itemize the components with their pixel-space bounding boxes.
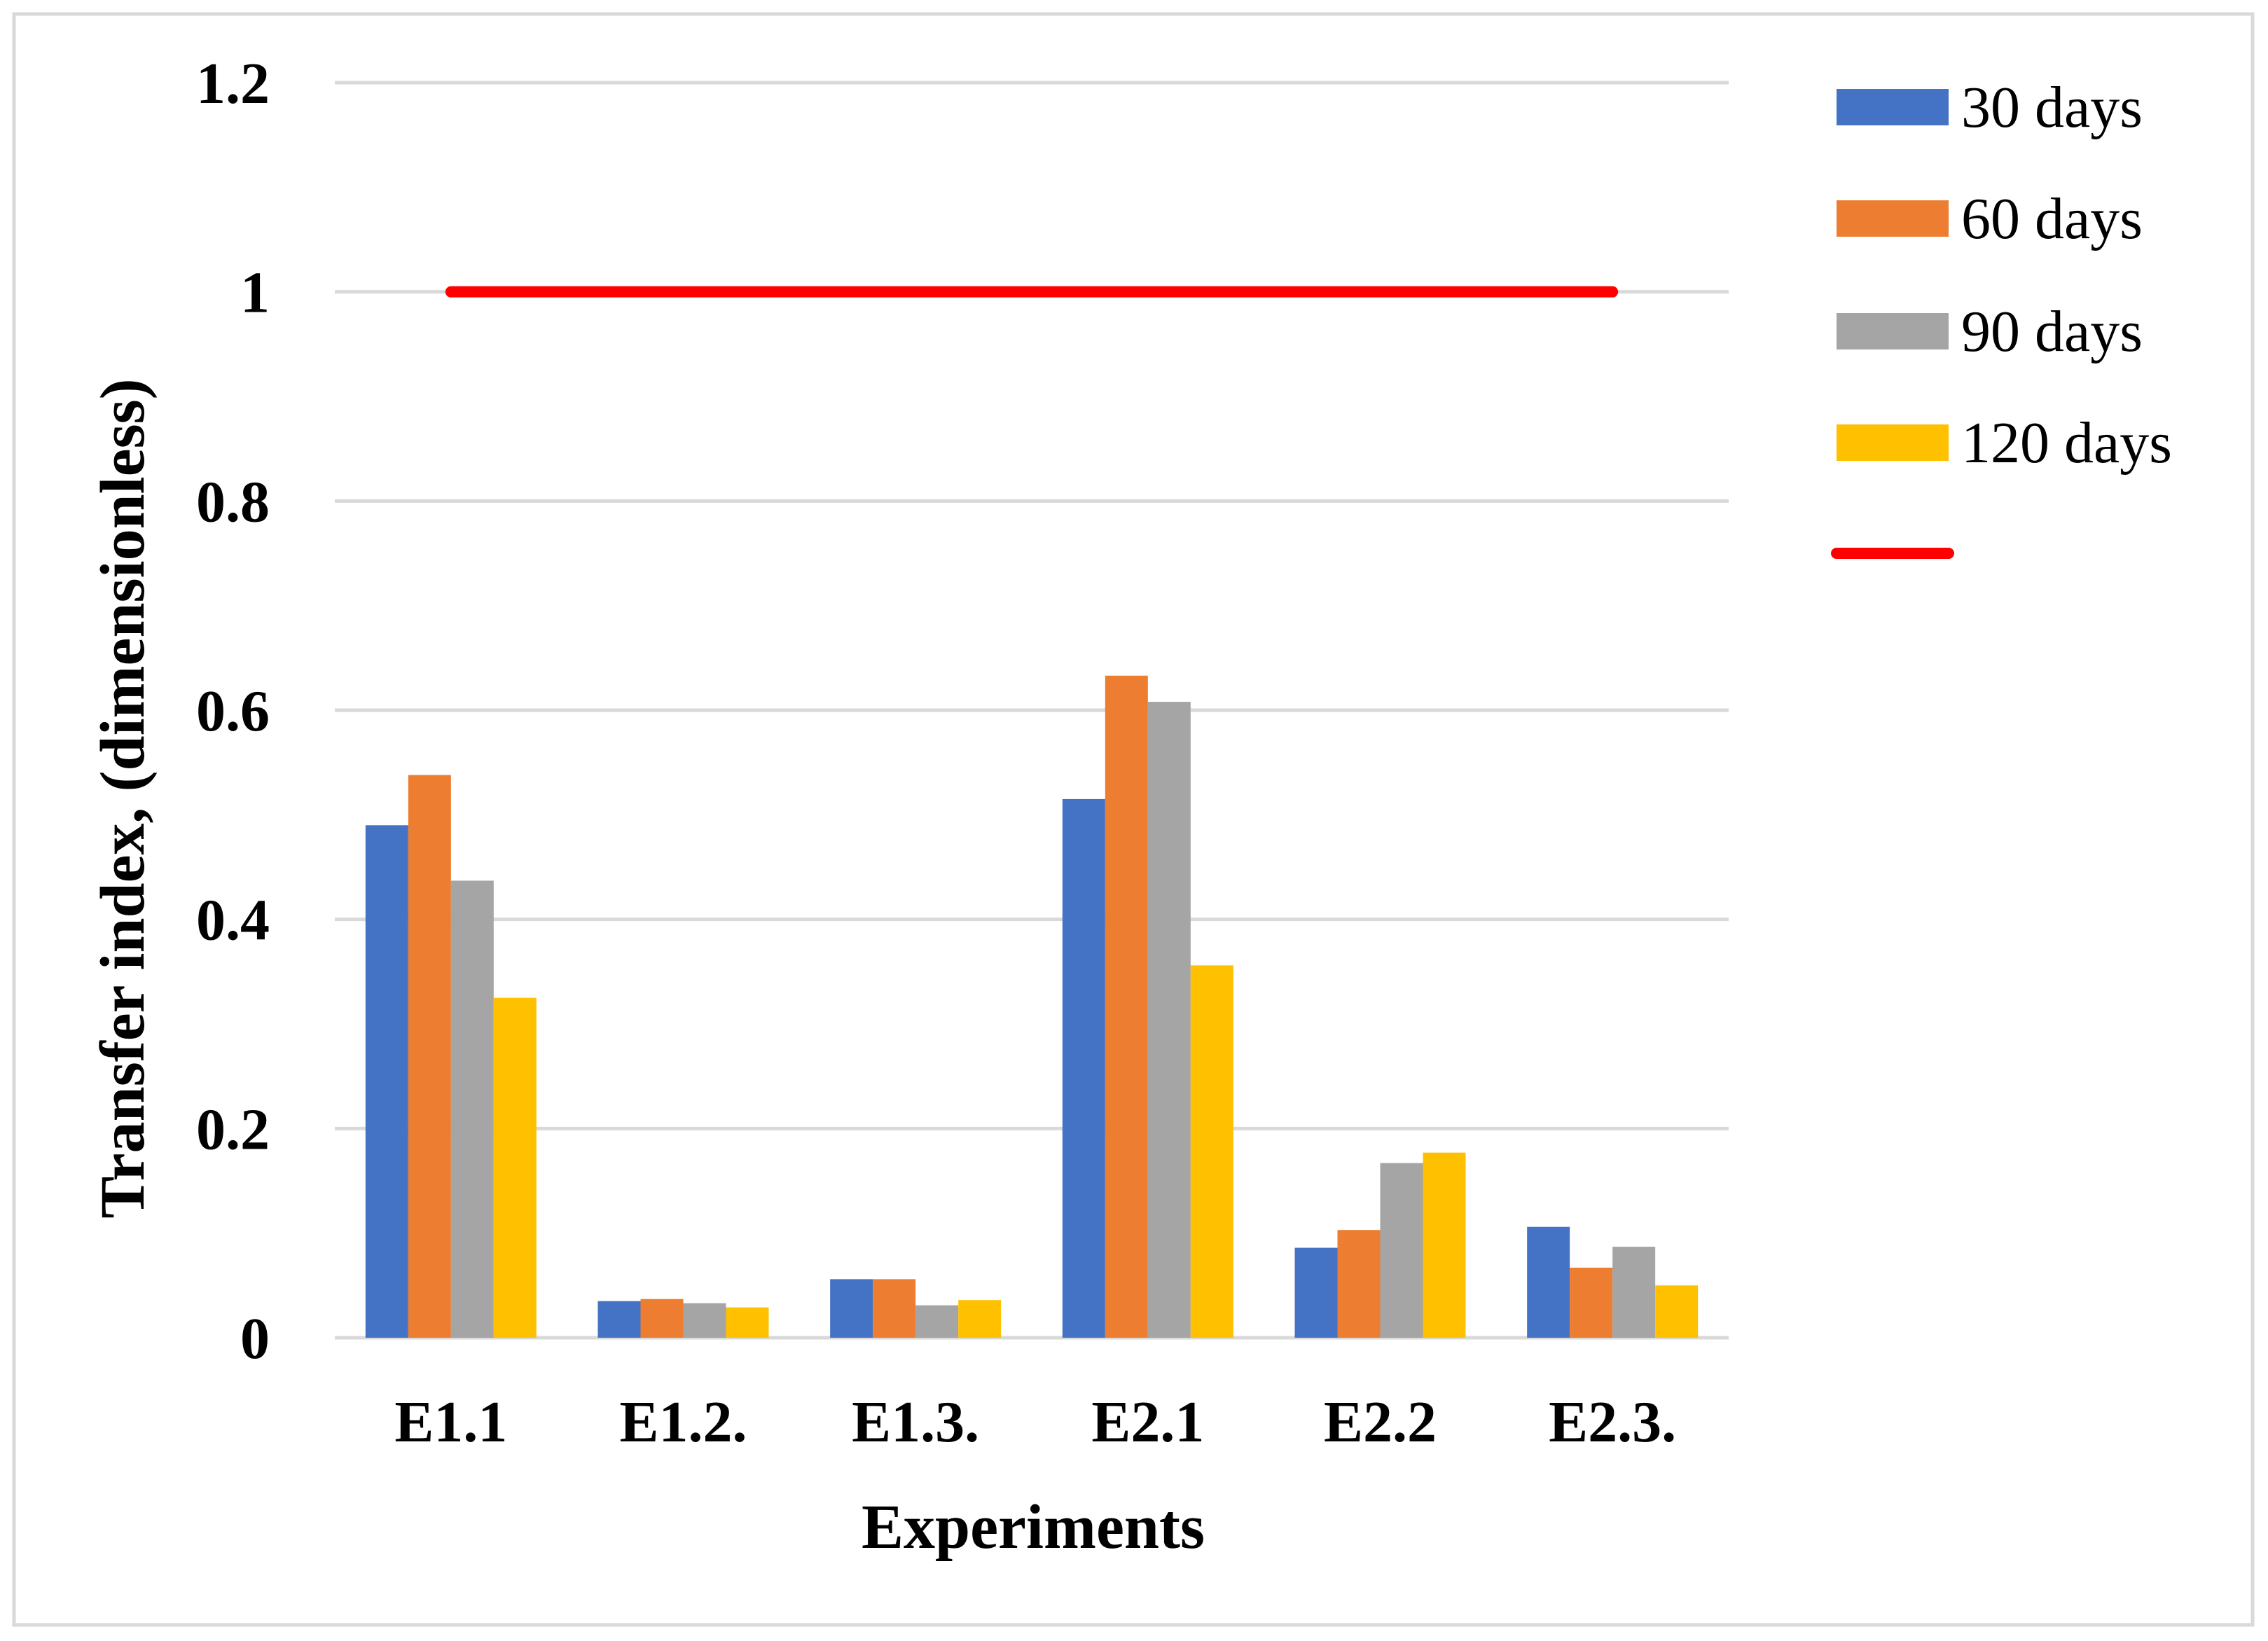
- bar-120-days-E2.2: [1423, 1152, 1466, 1338]
- bar-30-days-E1.3: [830, 1279, 873, 1338]
- y-tick-label: 0.8: [196, 469, 270, 534]
- bar-30-days-E2.1: [1062, 798, 1105, 1338]
- x-tick-label: E1.3.: [852, 1390, 979, 1455]
- legend-swatch-90-days: [1837, 313, 1949, 349]
- legend-swatch-30-days: [1837, 89, 1949, 125]
- y-tick-label: 1.2: [196, 51, 270, 116]
- bar-30-days-E1.1: [365, 825, 408, 1338]
- bar-60-days-E2.3: [1570, 1267, 1613, 1338]
- y-tick-labels: 0 0.2 0.4 0.6 0.8 1 1.2: [196, 51, 270, 1371]
- y-tick-label: 0.2: [196, 1097, 270, 1162]
- bar-90-days-E2.1: [1147, 702, 1191, 1338]
- y-tick-label: 1: [240, 261, 270, 326]
- x-axis-title: Experiments: [862, 1493, 1205, 1562]
- bar-60-days-E2.1: [1105, 675, 1148, 1338]
- bar-120-days-E2.3: [1655, 1285, 1699, 1338]
- bar-90-days-E1.1: [450, 880, 494, 1338]
- legend-label-90-days: 90 days: [1961, 299, 2143, 364]
- bar-60-days-E1.3: [873, 1279, 916, 1338]
- bar-60-days-E1.1: [408, 775, 451, 1338]
- bar-30-days-E2.2: [1294, 1247, 1338, 1338]
- bar-90-days-E1.2: [683, 1303, 726, 1338]
- bar-120-days-E1.3: [958, 1300, 1002, 1338]
- y-axis-title: Transfer index, (dimensionless): [88, 378, 158, 1218]
- bar-30-days-E1.2: [597, 1301, 641, 1338]
- y-tick-label: 0: [240, 1306, 270, 1371]
- bar-90-days-E2.3: [1612, 1247, 1656, 1338]
- legend: 30 days 60 days 90 days 120 days: [1831, 75, 2172, 559]
- x-tick-label: E2.1: [1091, 1390, 1204, 1455]
- y-tick-label: 0.6: [196, 679, 270, 744]
- bar-120-days-E1.2: [726, 1307, 769, 1338]
- x-tick-labels: E1.1 E1.2. E1.3. E2.1 E2.2 E2.3.: [394, 1390, 1676, 1455]
- bars: [365, 675, 1699, 1338]
- bar-90-days-E2.2: [1380, 1163, 1423, 1338]
- legend-swatch-60-days: [1837, 200, 1949, 237]
- legend-label-120-days: 120 days: [1961, 410, 2172, 476]
- bar-90-days-E1.3: [915, 1305, 959, 1338]
- legend-swatch-120-days: [1837, 424, 1949, 461]
- y-tick-label: 0.4: [196, 888, 270, 953]
- bar-60-days-E2.2: [1337, 1230, 1381, 1338]
- bar-60-days-E1.2: [640, 1299, 684, 1338]
- legend-label-30-days: 30 days: [1961, 75, 2143, 140]
- x-tick-label: E1.1: [394, 1390, 507, 1455]
- bar-120-days-E1.1: [493, 997, 537, 1338]
- x-tick-label: E2.2: [1324, 1390, 1437, 1455]
- x-tick-label: E1.2.: [619, 1390, 747, 1455]
- bar-120-days-E2.1: [1190, 965, 1233, 1338]
- bar-30-days-E2.3: [1527, 1226, 1570, 1338]
- legend-label-60-days: 60 days: [1961, 186, 2143, 251]
- x-tick-label: E2.3.: [1549, 1390, 1676, 1455]
